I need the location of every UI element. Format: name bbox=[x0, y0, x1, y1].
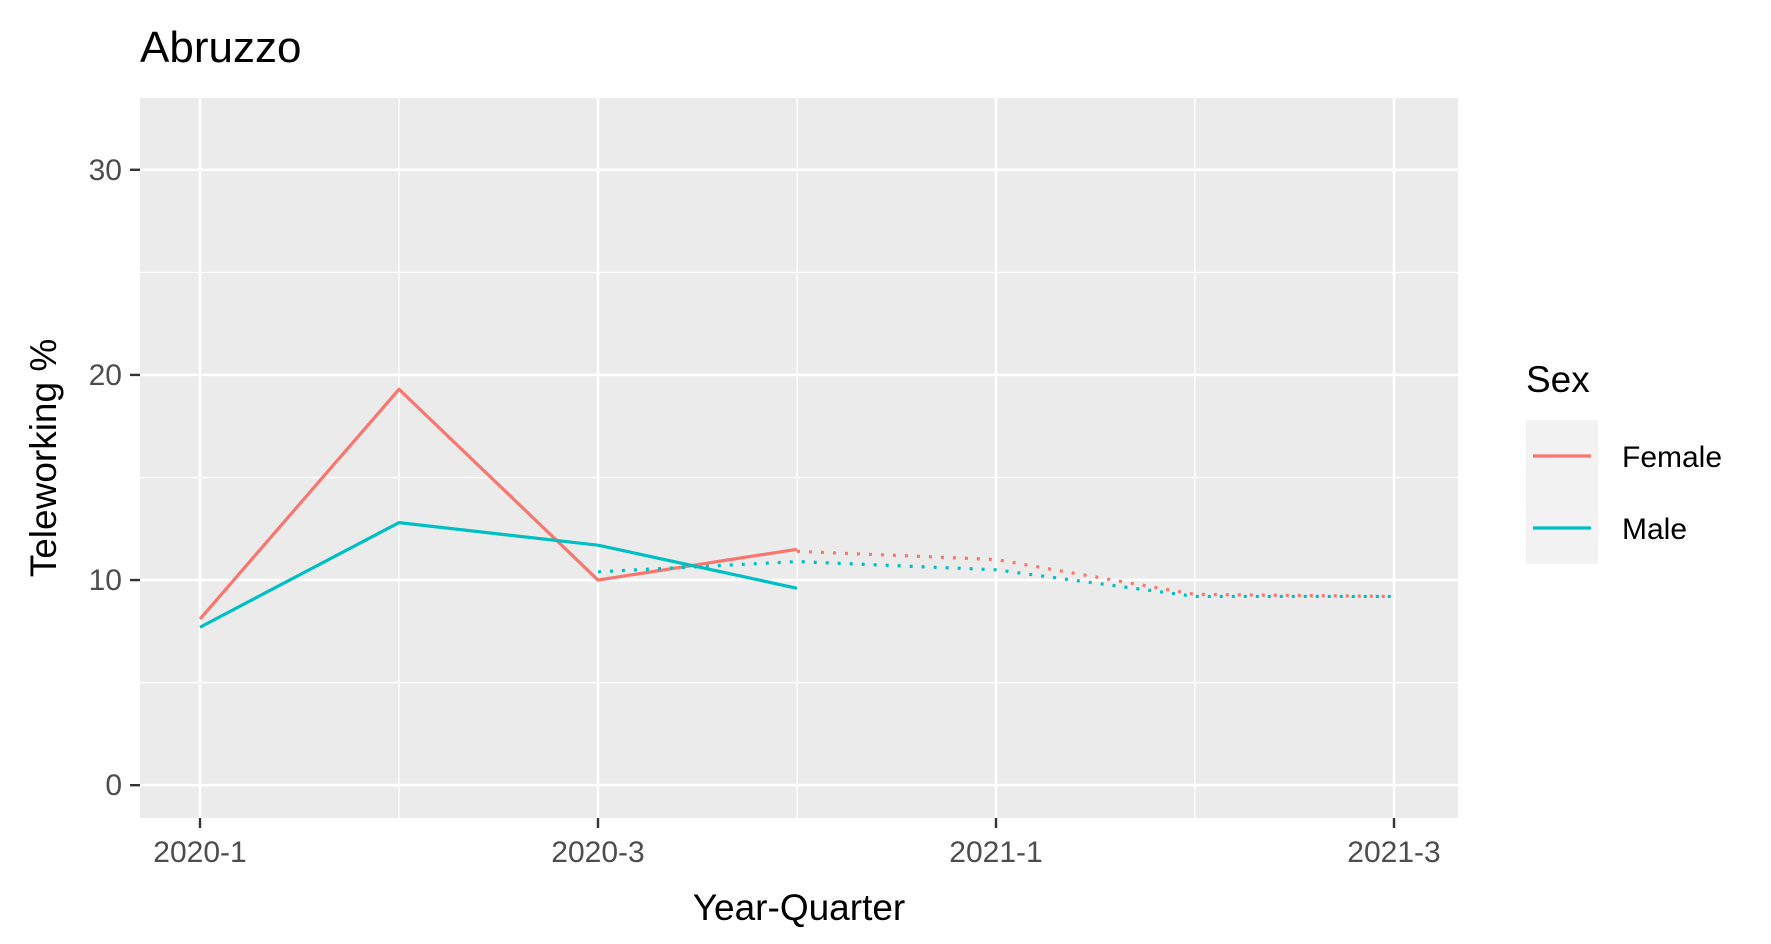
y-axis: 0 10 20 30 bbox=[89, 154, 140, 802]
x-tick-label: 2020-1 bbox=[153, 836, 246, 869]
x-tick-label: 2020-3 bbox=[551, 836, 644, 869]
y-tick-label: 20 bbox=[89, 359, 122, 392]
y-tick-label: 10 bbox=[89, 564, 122, 597]
legend-title: Sex bbox=[1526, 359, 1590, 400]
series-line-male bbox=[199, 521, 798, 629]
x-axis: 2020-1 2020-3 2021-1 2021-3 bbox=[153, 818, 1441, 869]
minor-gridlines bbox=[140, 98, 1458, 818]
x-axis-title: Year-Quarter bbox=[693, 887, 906, 928]
series-line-female bbox=[198, 387, 798, 621]
legend-label-female: Female bbox=[1622, 441, 1722, 474]
chart-title: Abruzzo bbox=[140, 23, 301, 72]
y-axis-title: Teleworking % bbox=[23, 339, 64, 578]
y-tick-label: 30 bbox=[89, 154, 122, 187]
x-tick-label: 2021-1 bbox=[949, 836, 1042, 869]
legend: Sex Female Male bbox=[1526, 359, 1722, 564]
plot-panel bbox=[140, 98, 1458, 818]
legend-label-male: Male bbox=[1622, 513, 1687, 546]
legend-key-bg bbox=[1526, 420, 1598, 564]
y-tick-label: 0 bbox=[105, 769, 122, 802]
major-gridlines bbox=[140, 98, 1458, 818]
series-lines bbox=[198, 387, 1395, 629]
series-line-male-dotted bbox=[597, 559, 1394, 599]
x-tick-label: 2021-3 bbox=[1347, 836, 1440, 869]
series-line-female-dotted bbox=[796, 549, 1395, 599]
